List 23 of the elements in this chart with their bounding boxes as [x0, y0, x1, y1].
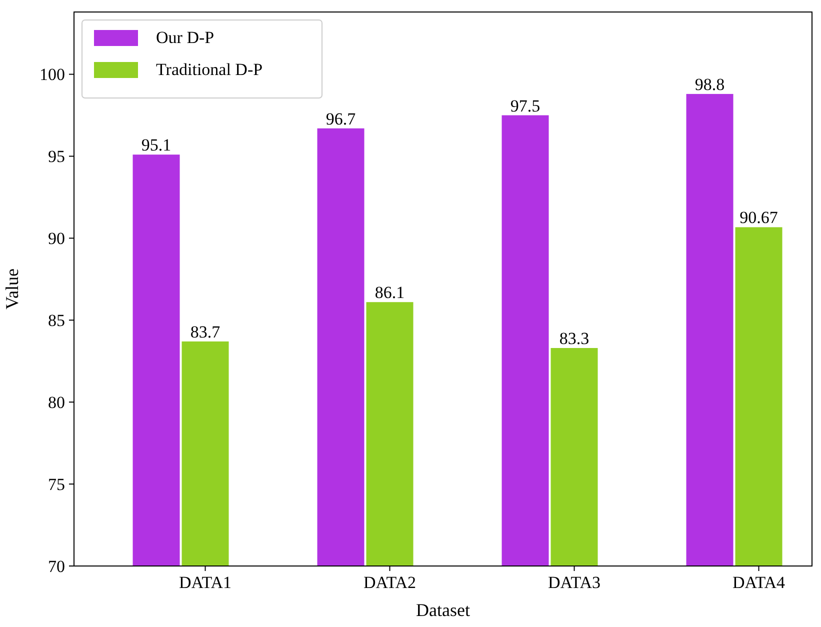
data-label: 96.7: [326, 109, 356, 128]
legend-label: Our D-P: [156, 28, 214, 47]
y-tick-label: 90: [48, 229, 65, 248]
y-tick-label: 100: [40, 65, 65, 84]
data-label: 98.8: [694, 74, 725, 94]
y-tick-label: 75: [48, 474, 65, 494]
data-label: 86.1: [374, 283, 405, 302]
y-tick-label: 80: [48, 393, 65, 412]
x-axis-title: Dataset: [416, 600, 470, 620]
y-tick-label: 70: [48, 556, 65, 576]
x-tick-label: DATA3: [548, 573, 600, 592]
x-tick-label: DATA2: [364, 573, 416, 592]
x-tick-label: DATA4: [732, 573, 786, 592]
data-label: 90.67: [740, 208, 778, 228]
data-label: 83.7: [190, 322, 221, 342]
data-label: 95.1: [141, 136, 172, 155]
data-label: 83.3: [559, 329, 590, 348]
data-label: 97.5: [510, 96, 540, 116]
legend-label: Traditional D-P: [156, 60, 263, 79]
x-tick-label: DATA1: [179, 573, 232, 592]
y-tick-label: 95: [48, 147, 65, 166]
y-tick-label: 85: [48, 311, 65, 330]
y-axis-title: Value: [2, 268, 22, 310]
